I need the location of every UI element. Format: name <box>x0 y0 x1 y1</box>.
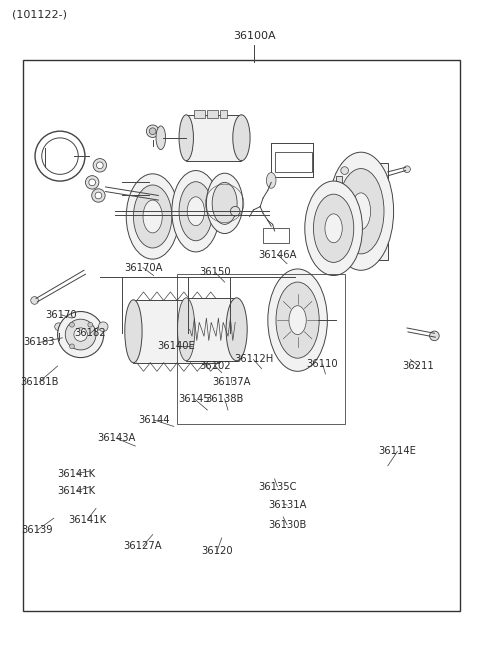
Text: 36110: 36110 <box>307 359 338 369</box>
Bar <box>194 110 205 118</box>
Text: 36141K: 36141K <box>58 468 96 479</box>
Bar <box>186 298 237 361</box>
Text: 36100A: 36100A <box>233 31 276 41</box>
Circle shape <box>74 328 87 341</box>
Circle shape <box>430 331 439 340</box>
Ellipse shape <box>226 298 247 361</box>
Text: 36183: 36183 <box>24 337 55 348</box>
Circle shape <box>85 176 99 189</box>
Circle shape <box>95 192 102 199</box>
Ellipse shape <box>212 182 237 224</box>
Circle shape <box>146 125 159 138</box>
Text: 36141K: 36141K <box>58 485 96 496</box>
Text: 36170: 36170 <box>46 310 77 320</box>
Ellipse shape <box>289 306 306 335</box>
Circle shape <box>35 131 85 181</box>
Ellipse shape <box>276 282 319 358</box>
Text: 36135C: 36135C <box>258 482 297 492</box>
Text: 36211: 36211 <box>403 361 434 371</box>
Ellipse shape <box>210 300 228 363</box>
Text: 36114E: 36114E <box>379 446 416 457</box>
Ellipse shape <box>179 115 193 161</box>
Bar <box>336 228 342 248</box>
Ellipse shape <box>328 152 394 270</box>
Circle shape <box>88 322 93 327</box>
Circle shape <box>149 128 156 134</box>
Ellipse shape <box>172 171 220 252</box>
Bar <box>177 274 345 424</box>
Circle shape <box>58 312 104 358</box>
Ellipse shape <box>187 197 204 226</box>
Ellipse shape <box>179 182 213 241</box>
Ellipse shape <box>233 115 250 161</box>
Circle shape <box>42 138 78 174</box>
Text: 36137A: 36137A <box>212 377 251 387</box>
Circle shape <box>70 344 74 349</box>
Circle shape <box>70 322 74 327</box>
Ellipse shape <box>206 173 243 234</box>
Circle shape <box>93 159 107 172</box>
Text: 36181B: 36181B <box>20 377 59 387</box>
Text: 36140E: 36140E <box>158 341 195 352</box>
Bar <box>23 60 460 611</box>
Circle shape <box>92 189 105 202</box>
Ellipse shape <box>325 214 342 243</box>
Text: (101122-): (101122-) <box>12 9 67 20</box>
Ellipse shape <box>313 194 354 262</box>
Text: 36112H: 36112H <box>234 354 273 365</box>
Circle shape <box>31 297 38 304</box>
Circle shape <box>65 319 96 350</box>
Bar <box>271 143 313 177</box>
Circle shape <box>98 322 108 331</box>
Text: 36127A: 36127A <box>124 541 162 551</box>
Ellipse shape <box>305 181 362 276</box>
Ellipse shape <box>266 173 276 188</box>
Circle shape <box>96 162 103 169</box>
Text: 36144: 36144 <box>138 415 169 425</box>
Bar <box>207 110 218 118</box>
Bar <box>341 163 388 260</box>
Bar <box>133 300 219 363</box>
Ellipse shape <box>126 174 179 259</box>
Ellipse shape <box>156 126 166 150</box>
Text: 36170A: 36170A <box>124 262 162 273</box>
Bar <box>336 176 342 195</box>
Ellipse shape <box>268 269 327 371</box>
Circle shape <box>89 179 96 186</box>
Bar <box>263 228 289 243</box>
Text: 36182: 36182 <box>74 328 106 338</box>
Ellipse shape <box>338 169 384 254</box>
Ellipse shape <box>351 193 371 230</box>
Circle shape <box>230 207 240 216</box>
Text: 36145: 36145 <box>179 394 210 404</box>
Bar <box>275 152 312 172</box>
Ellipse shape <box>125 300 142 363</box>
Text: 36150: 36150 <box>199 267 231 277</box>
Text: 36131A: 36131A <box>268 500 306 510</box>
Ellipse shape <box>143 200 162 233</box>
Circle shape <box>341 251 348 258</box>
Text: 36138B: 36138B <box>205 394 244 404</box>
Text: 36139: 36139 <box>22 525 53 535</box>
Text: 36141K: 36141K <box>68 514 107 525</box>
Ellipse shape <box>133 185 172 248</box>
Text: 36146A: 36146A <box>258 249 297 260</box>
Bar <box>186 115 241 161</box>
Text: 36143A: 36143A <box>97 433 135 443</box>
Text: 36130B: 36130B <box>268 520 306 530</box>
Circle shape <box>55 323 62 331</box>
Ellipse shape <box>178 298 195 361</box>
Text: 36102: 36102 <box>199 361 231 371</box>
Bar <box>220 110 227 118</box>
Text: 36120: 36120 <box>201 546 233 556</box>
Circle shape <box>341 167 348 174</box>
Circle shape <box>404 166 410 173</box>
